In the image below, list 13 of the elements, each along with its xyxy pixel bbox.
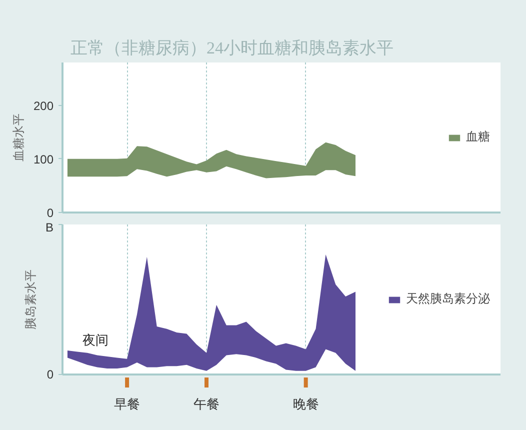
x-tick-label: 午餐: [194, 396, 220, 412]
y-tick-label: 200: [33, 98, 54, 113]
y-axis-title: 胰岛素水平: [23, 270, 38, 330]
chart-title: 正常（非糖尿病）24小时血糖和胰岛素水平: [70, 38, 394, 58]
legend-label: 天然胰岛素分泌: [406, 290, 490, 308]
text: B: [45, 220, 54, 234]
y-tick-label: 100: [33, 152, 54, 166]
x-tick-label: 早餐: [114, 396, 140, 412]
annotation: 夜间: [82, 332, 108, 348]
x-tick-label: 晚餐: [292, 396, 319, 412]
y-axis-title: 血糖水平: [11, 114, 26, 162]
legend-label: 血糖: [466, 128, 490, 146]
y-tick-label: 0: [46, 206, 54, 220]
